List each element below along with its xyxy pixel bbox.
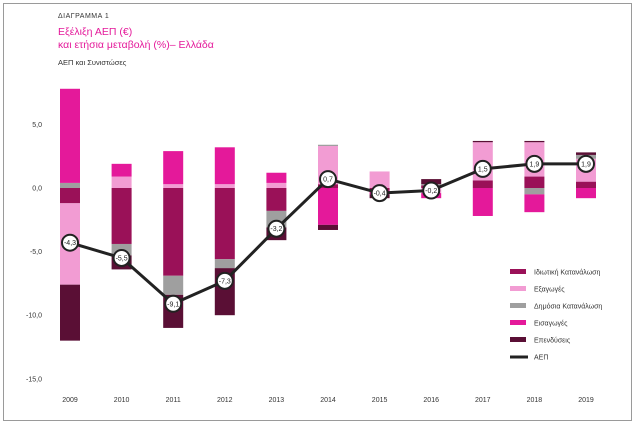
x-tick-label: 2016 <box>423 397 439 404</box>
legend-label: ΑΕΠ <box>534 355 548 362</box>
legend-swatch <box>510 269 526 274</box>
legend-swatch <box>510 303 526 308</box>
x-tick-label: 2018 <box>527 397 543 404</box>
legend-label: Εισαγωγές <box>534 320 568 328</box>
bar-εισαγωγές <box>318 188 338 225</box>
x-tick-label: 2019 <box>578 397 594 404</box>
bar-εξαγωγές <box>369 171 390 188</box>
bar-ιδιωτική-κατανάλωση <box>111 188 132 244</box>
bar-δημόσια-κατανάλωση <box>318 144 338 147</box>
legend-label: Επενδύσεις <box>534 337 571 345</box>
bar-δημόσια-κατανάλωση <box>60 182 80 188</box>
y-tick-label: 5,0 <box>32 122 42 129</box>
bar-εξαγωγές <box>214 184 235 188</box>
gdp-data-label: -4,3 <box>64 240 76 247</box>
bar-ιδιωτική-κατανάλωση <box>266 188 287 211</box>
bar-εξαγωγές <box>163 184 184 188</box>
gdp-data-label: -5,5 <box>116 255 128 262</box>
gdp-data-label: -3,2 <box>270 226 282 233</box>
bar-εισαγωγές <box>266 172 287 183</box>
y-tick-label: -5,0 <box>30 249 42 256</box>
bar-εισαγωγές <box>524 194 545 213</box>
gdp-data-label: 1,9 <box>581 161 591 168</box>
bar-δημόσια-κατανάλωση <box>163 275 184 295</box>
bar-εξαγωγές <box>266 182 287 188</box>
gdp-point <box>473 159 492 178</box>
x-tick-label: 2009 <box>62 397 78 404</box>
chart-subtitle: ΑΕΠ και Συνιστώσες <box>58 58 127 67</box>
x-tick-label: 2013 <box>269 397 285 404</box>
y-tick-label: -15,0 <box>26 376 42 383</box>
bar-επενδύσεις <box>524 140 545 143</box>
bar-εξαγωγές <box>111 176 132 188</box>
bar-ιδιωτική-κατανάλωση <box>576 181 596 188</box>
gdp-data-label: 1,9 <box>530 161 540 168</box>
gdp-point <box>267 219 286 238</box>
bar-εισαγωγές <box>60 88 80 183</box>
bar-εισαγωγές <box>163 151 184 185</box>
gdp-point <box>61 233 79 252</box>
bar-δημόσια-κατανάλωση <box>524 188 545 195</box>
bar-ιδιωτική-κατανάλωση <box>472 180 493 188</box>
y-tick-label: 0,0 <box>32 186 42 193</box>
x-tick-label: 2011 <box>166 397 181 404</box>
x-tick-label: 2010 <box>114 397 130 404</box>
chart-title-line1: Εξέλιξη ΑΕΠ (€) <box>58 26 133 38</box>
chart-title-line2: και ετήσια μεταβολή (%)– Ελλάδα <box>58 39 214 51</box>
gdp-point <box>112 248 131 267</box>
bar-ιδιωτική-κατανάλωση <box>524 176 545 188</box>
bar-επενδύσεις <box>472 140 493 143</box>
bar-ιδιωτική-κατανάλωση <box>214 188 235 260</box>
gdp-point <box>422 181 441 200</box>
bar-εισαγωγές <box>111 163 132 177</box>
gdp-data-label: -7,3 <box>219 278 231 285</box>
gdp-data-label: 0,7 <box>323 177 333 184</box>
diagram-number: ΔΙΑΓΡΑΜΜΑ 1 <box>58 13 110 20</box>
gdp-point <box>370 184 389 203</box>
legend-swatch <box>510 320 526 325</box>
gdp-data-label: 1,5 <box>478 166 488 173</box>
gdp-point <box>215 271 234 290</box>
bar-ιδιωτική-κατανάλωση <box>163 188 184 276</box>
legend-swatch <box>510 337 526 342</box>
bar-εισαγωγές <box>576 188 596 199</box>
chart-frame <box>3 3 632 421</box>
legend-label: Δημόσια Κατανάλωση <box>534 303 602 311</box>
gdp-data-label: -0,4 <box>374 191 386 198</box>
legend-label: Ιδιωτική Κατανάλωση <box>534 269 600 277</box>
gdp-point <box>525 154 544 173</box>
bar-επενδύσεις <box>576 152 596 155</box>
gdp-point <box>164 294 183 313</box>
x-tick-label: 2012 <box>217 397 233 404</box>
legend-label: Εξαγωγές <box>534 286 565 294</box>
bar-εισαγωγές <box>472 188 493 216</box>
legend-swatch <box>510 286 526 291</box>
x-tick-label: 2015 <box>372 397 388 404</box>
gdp-data-label: -0,2 <box>425 188 437 195</box>
bar-επενδύσεις <box>60 284 80 341</box>
gdp-point <box>319 170 337 189</box>
bar-επενδύσεις <box>318 224 338 230</box>
gdp-point <box>577 154 595 173</box>
y-tick-label: -10,0 <box>26 313 42 320</box>
x-tick-label: 2017 <box>475 397 491 404</box>
bar-ιδιωτική-κατανάλωση <box>60 188 80 204</box>
x-tick-label: 2014 <box>320 397 336 404</box>
bar-εισαγωγές <box>214 147 235 185</box>
gdp-data-label: -9,1 <box>167 301 179 308</box>
bar-δημόσια-κατανάλωση <box>214 259 235 269</box>
